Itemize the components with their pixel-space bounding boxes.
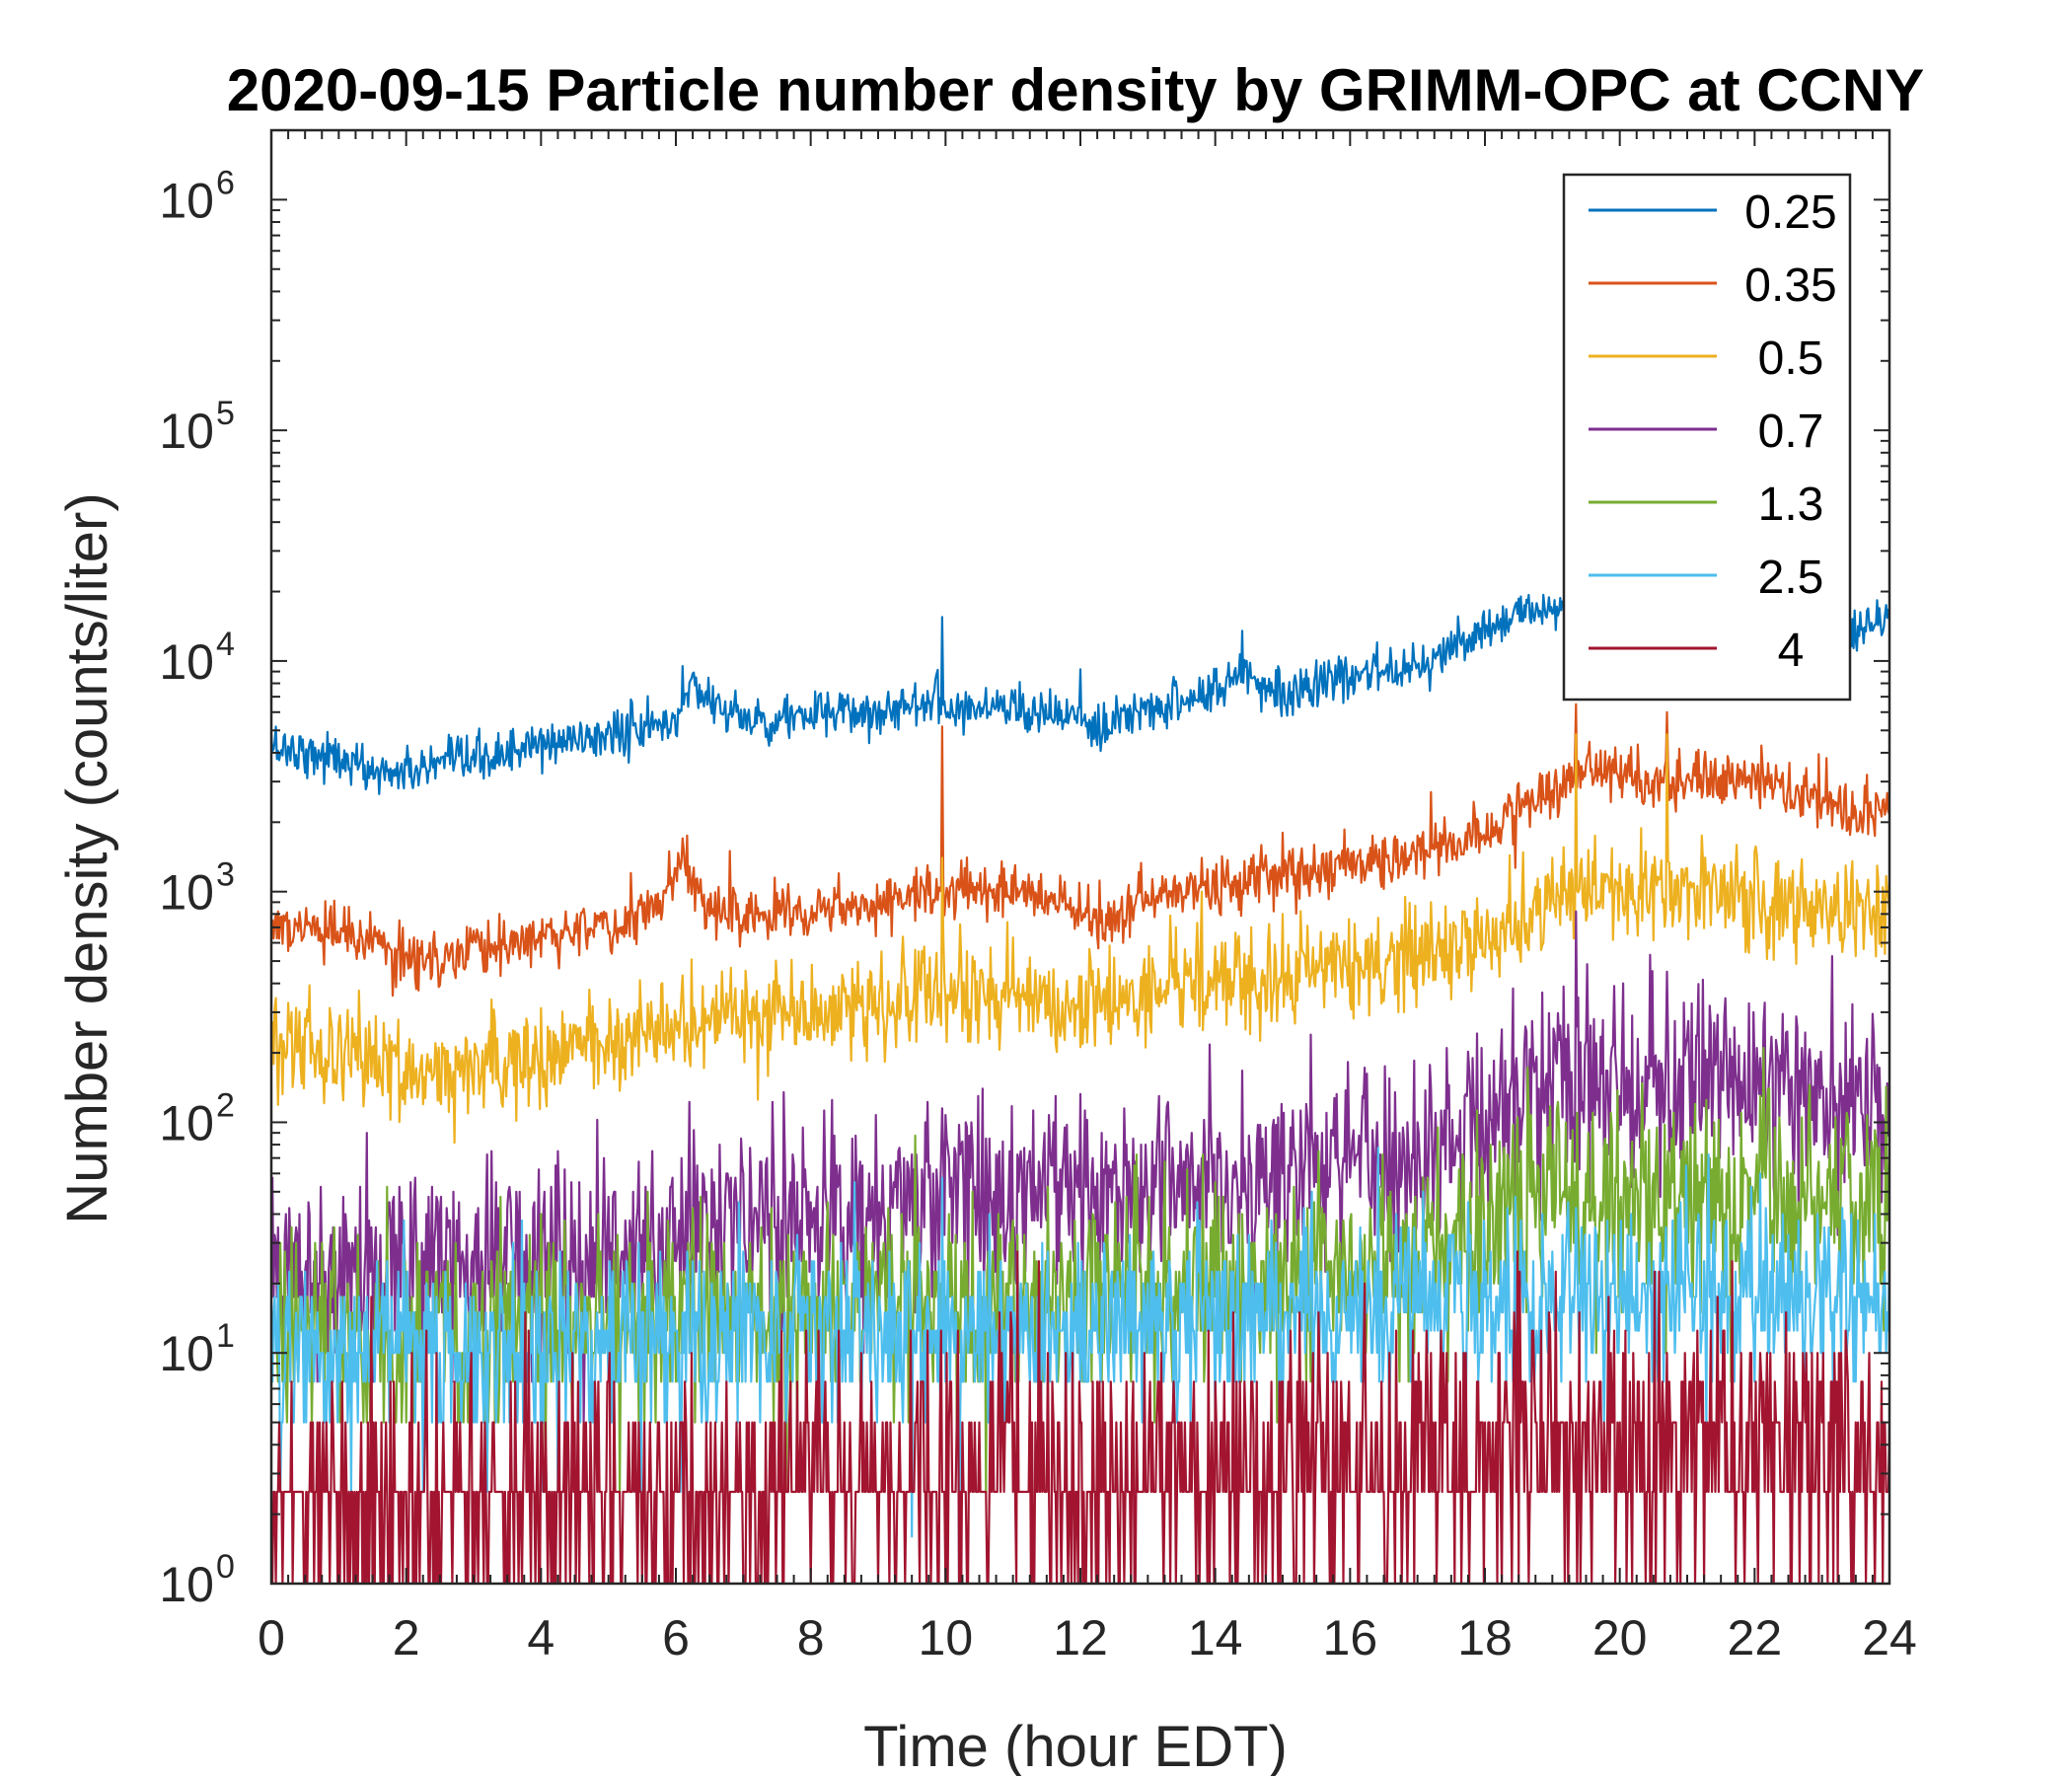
y-tick-label: 10: [159, 1095, 214, 1150]
series-line-4: [271, 1250, 1889, 1584]
legend-label: 1.3: [1758, 479, 1824, 531]
y-tick-exponent: 5: [216, 395, 235, 432]
x-tick-label: 14: [1188, 1610, 1243, 1665]
x-tick-label: 20: [1592, 1610, 1648, 1665]
y-tick-exponent: 3: [216, 856, 235, 894]
legend-label: 2.5: [1758, 552, 1824, 604]
y-tick-label: 10: [159, 865, 214, 921]
axes: [269, 128, 1891, 1586]
y-axis-label: Number density (counts/liter): [55, 492, 119, 1223]
x-tick-label: 6: [662, 1610, 690, 1665]
legend-label: 0.5: [1758, 333, 1824, 385]
y-tick-label: 10: [159, 1557, 214, 1612]
y-tick-exponent: 0: [216, 1548, 235, 1586]
x-tick-label: 22: [1728, 1610, 1783, 1665]
y-tick-exponent: 1: [216, 1317, 235, 1355]
y-tick-exponent: 6: [216, 164, 235, 201]
series-line-0.5: [271, 733, 1889, 1145]
series-layer: [271, 577, 1889, 1584]
x-tick-label: 12: [1053, 1610, 1108, 1665]
legend-label: 0.35: [1744, 259, 1836, 312]
x-tick-label: 24: [1862, 1610, 1917, 1665]
x-tick-label: 4: [527, 1610, 555, 1665]
y-tick-exponent: 4: [216, 626, 235, 663]
chart-title: 2020-09-15 Particle number density by GR…: [227, 57, 1925, 123]
x-axis-label: Time (hour EDT): [863, 1715, 1288, 1776]
x-tick-label: 18: [1457, 1610, 1513, 1665]
legend-label: 4: [1778, 625, 1805, 677]
y-tick-label: 10: [159, 404, 214, 459]
x-tick-label: 2: [393, 1610, 420, 1665]
y-tick-exponent: 2: [216, 1086, 235, 1124]
y-tick-label: 10: [159, 634, 214, 690]
x-tick-label: 0: [258, 1610, 285, 1665]
x-tick-label: 16: [1323, 1610, 1378, 1665]
x-tick-label: 10: [919, 1610, 974, 1665]
legend-label: 0.7: [1758, 406, 1824, 458]
legend-label: 0.25: [1744, 186, 1836, 239]
y-tick-label: 10: [159, 1326, 214, 1381]
y-tick-label: 10: [159, 173, 214, 228]
legend: 0.25 0.35 0.5 0.7 1.3 2.5 4: [1562, 173, 1852, 702]
x-tick-label: 8: [797, 1610, 825, 1665]
legend-box: [1562, 173, 1852, 702]
series-line-0.35: [271, 703, 1889, 998]
